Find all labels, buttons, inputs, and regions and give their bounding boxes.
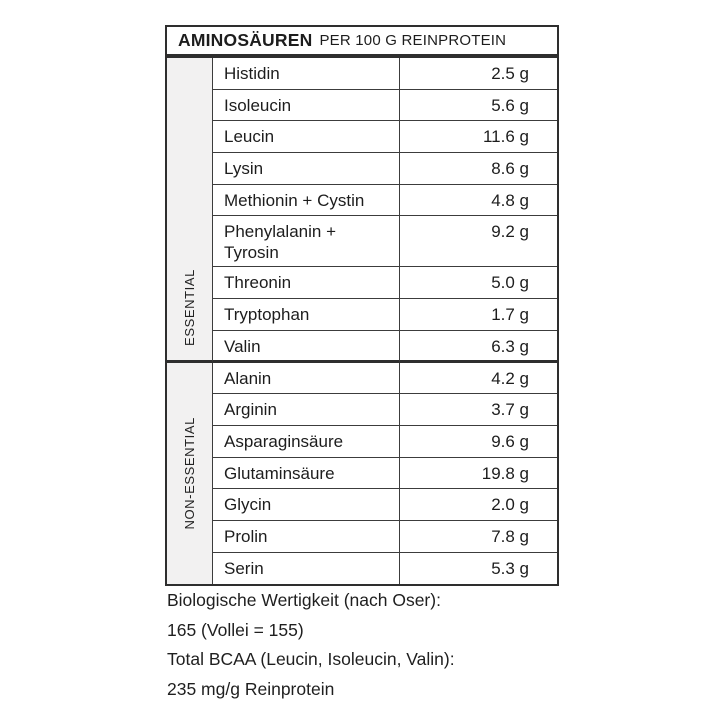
table-header: AMINOSÄUREN PER 100 G REINPROTEIN [165,25,559,56]
amino-name-arginin: Arginin [212,394,400,426]
amino-value-valin: 6.3 g [400,331,557,363]
group-label-essential: ESSENTIAL [182,268,197,346]
amino-value-serin: 5.3 g [491,558,529,578]
amino-value-methionin-cystin: 4.8 g [400,185,557,217]
amino-value-arginin: 3.7 g [400,394,557,426]
amino-value-histidin: 2.5 g [400,58,557,90]
amino-name-alanin: Alanin [212,362,400,395]
footnote-bcaa-value: 235 mg/g Reinprotein [167,678,335,699]
amino-name-tryptophan: Tryptophan [212,299,400,331]
amino-value-tryptophan: 1.7 g [400,299,557,331]
amino-value-alanin: 4.2 g [400,363,557,395]
amino-name-leucin: Leucin [212,121,400,154]
amino-value-glycin: 2.0 g [400,489,557,521]
amino-name-lysin: Lysin [212,153,400,185]
footnote-bcaa-label: Total BCAA (Leucin, Isoleucin, Valin): [167,649,455,669]
group-label-non-essential: NON-ESSENTIAL [182,417,197,530]
amino-value-prolin: 7.8 g [400,521,557,553]
amino-value-phenylalanin-tyrosin: 9.2 g [400,216,557,268]
amino-name-glycin: Glycin [212,489,400,521]
group-cell-essential: ESSENTIAL [167,58,212,363]
amino-value-asparaginsaeure: 9.6 g [400,426,557,458]
table-title: AMINOSÄUREN [178,30,313,50]
amino-name-methionin-cystin: Methionin + Cystin [212,184,400,217]
group-cell-non-essential: NON-ESSENTIAL [167,362,212,585]
amino-value-isoleucin: 5.6 g [400,90,557,122]
amino-value-lysin: 8.6 g [400,153,557,185]
amino-acid-table: ESSENTIAL NON-ESSENTIAL Histidin 2.5 g I… [165,56,559,587]
amino-value-glutaminsaeure: 19.8 g [400,458,557,490]
amino-name-isoleucin: Isoleucin [212,89,400,122]
footnote-biological-value-number: 165 (Vollei = 155) [167,619,304,640]
amino-name-histidin: Histidin [212,58,400,90]
amino-name-prolin: Prolin [212,520,400,553]
amino-name-phenylalanin-tyrosin: Phenylalanin + Tyrosin [212,216,400,268]
table-subtitle: PER 100 G REINPROTEIN [319,32,507,49]
amino-name-serin: Serin [212,552,400,585]
amino-value-leucin: 11.6 g [400,121,557,154]
amino-name-glutaminsaeure: Glutaminsäure [212,457,400,490]
footnotes: Biologische Wertigkeit (nach Oser): 165 … [167,586,587,704]
amino-name-asparaginsaeure: Asparaginsäure [212,425,400,458]
amino-name-valin: Valin [212,330,400,363]
amino-name-threonin: Threonin [212,267,400,300]
footnote-biological-value-label: Biologische Wertigkeit (nach Oser): [167,590,441,610]
amino-value-threonin: 5.0 g [400,267,557,300]
